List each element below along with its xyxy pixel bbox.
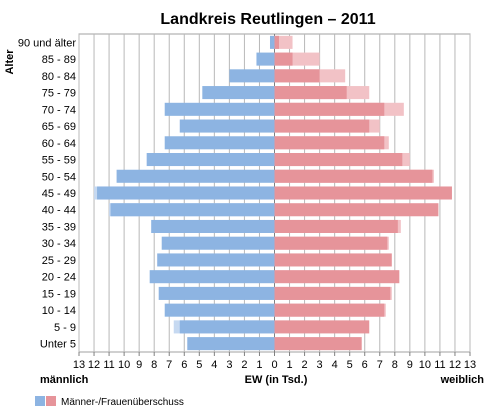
category-label: 75 - 79 <box>42 88 76 100</box>
bar-male <box>164 303 275 317</box>
category-label: Unter 5 <box>40 339 76 351</box>
category-label: 50 - 54 <box>42 171 76 183</box>
x-tick-label: 11 <box>103 359 114 371</box>
bars <box>94 35 452 351</box>
bar-male <box>269 35 275 49</box>
bar-female-common <box>274 69 320 83</box>
category-label: 60 - 64 <box>42 138 76 150</box>
legend-label: Männer-/Frauenüberschuss <box>61 397 184 408</box>
right-axis-label: weiblich <box>440 374 485 386</box>
category-label: 40 - 44 <box>42 205 76 217</box>
bar-female-common <box>274 303 385 317</box>
bar-male <box>116 169 275 183</box>
bar-female-common <box>274 102 385 116</box>
x-tick-label: 7 <box>377 359 383 371</box>
bar-female-common <box>274 136 385 150</box>
y-axis-label: Alter <box>4 49 16 75</box>
bar-male <box>146 152 275 167</box>
bar-female-common <box>274 52 293 66</box>
x-tick-label: 7 <box>166 359 172 371</box>
bar-male <box>256 52 275 66</box>
x-tick-label: 3 <box>317 359 323 371</box>
x-tick-label: 5 <box>196 359 202 371</box>
category-label: 5 - 9 <box>54 322 76 334</box>
bar-female-common <box>274 286 391 300</box>
x-tick-label: 1 <box>256 359 262 371</box>
x-tick-label: 12 <box>88 359 100 371</box>
bar-female <box>274 320 370 334</box>
bar-male <box>202 86 275 100</box>
category-label: 25 - 29 <box>42 255 76 267</box>
x-tick-label: 8 <box>392 359 398 371</box>
bar-male <box>157 253 275 267</box>
bar-male <box>179 119 275 133</box>
x-axis-label: EW (in Tsd.) <box>245 374 308 386</box>
x-tick-labels: 13 12 11 10 9 8 7 6 5 4 3 2 1 0 1 2 3 4 5 6 7 8 9 10 11 12 13 <box>73 359 476 371</box>
bar-female <box>274 186 452 200</box>
x-tick-label: 4 <box>211 359 217 371</box>
chart-title: Landkreis Reutlingen – 2011 <box>160 11 375 28</box>
bar-female-common <box>274 152 403 167</box>
x-tick-label: 2 <box>302 359 308 371</box>
x-tick-label: 6 <box>181 359 187 371</box>
bar-male <box>164 136 275 150</box>
x-tick-label: 4 <box>332 359 338 371</box>
legend-swatch-male <box>35 396 45 406</box>
bar-male <box>158 286 275 300</box>
bar-male <box>187 337 275 351</box>
bar-male-common <box>179 320 275 334</box>
x-tick-label: 9 <box>136 359 142 371</box>
x-tick-label: 8 <box>151 359 157 371</box>
bar-female-common <box>274 236 388 250</box>
category-labels: 90 und älter 85 - 89 80 - 84 75 - 79 70 - 74… <box>18 37 76 350</box>
bar-male <box>151 219 275 234</box>
bar-female-common <box>274 169 433 183</box>
legend: Männer-/Frauenüberschuss <box>35 396 184 408</box>
category-label: 45 - 49 <box>42 188 76 200</box>
bar-female <box>274 253 392 267</box>
bar-male-common <box>97 186 275 200</box>
category-label: 90 und älter <box>18 37 76 49</box>
x-tick-label: 3 <box>226 359 232 371</box>
category-label: 20 - 24 <box>42 272 76 284</box>
category-label: 35 - 39 <box>42 221 76 233</box>
bar-female-common <box>274 219 398 234</box>
x-tick-label: 13 <box>464 359 476 371</box>
category-label: 85 - 89 <box>42 54 76 66</box>
bar-female-common <box>274 86 347 100</box>
category-label: 30 - 34 <box>42 238 76 250</box>
bar-male <box>229 69 275 83</box>
x-tick-label: 10 <box>118 359 130 371</box>
x-tick-label: 6 <box>362 359 368 371</box>
bar-male <box>164 102 275 116</box>
x-tick-label: 2 <box>241 359 247 371</box>
category-label: 10 - 14 <box>42 305 76 317</box>
bar-male-common <box>110 203 275 217</box>
category-label: 80 - 84 <box>42 71 76 83</box>
x-tick-label: 1 <box>286 359 292 371</box>
bar-female <box>274 270 400 284</box>
bar-female <box>274 337 362 351</box>
x-tick-label: 0 <box>271 359 277 371</box>
category-label: 65 - 69 <box>42 121 76 133</box>
legend-swatch-female <box>46 396 56 406</box>
bar-male <box>161 236 275 250</box>
x-tick-label: 10 <box>419 359 431 371</box>
category-label: 70 - 74 <box>42 104 76 116</box>
left-axis-label: männlich <box>40 374 89 386</box>
x-tick-label: 11 <box>434 359 445 371</box>
bar-male <box>149 270 275 284</box>
bar-female-common <box>274 35 280 49</box>
x-tick-label: 5 <box>347 359 353 371</box>
category-label: 55 - 59 <box>42 155 76 167</box>
bar-female <box>274 203 439 217</box>
category-label: 15 - 19 <box>42 288 76 300</box>
bar-female-common <box>274 119 370 133</box>
x-tick-label: 12 <box>449 359 461 371</box>
x-tick-label: 13 <box>73 359 85 371</box>
x-tick-label: 9 <box>407 359 413 371</box>
